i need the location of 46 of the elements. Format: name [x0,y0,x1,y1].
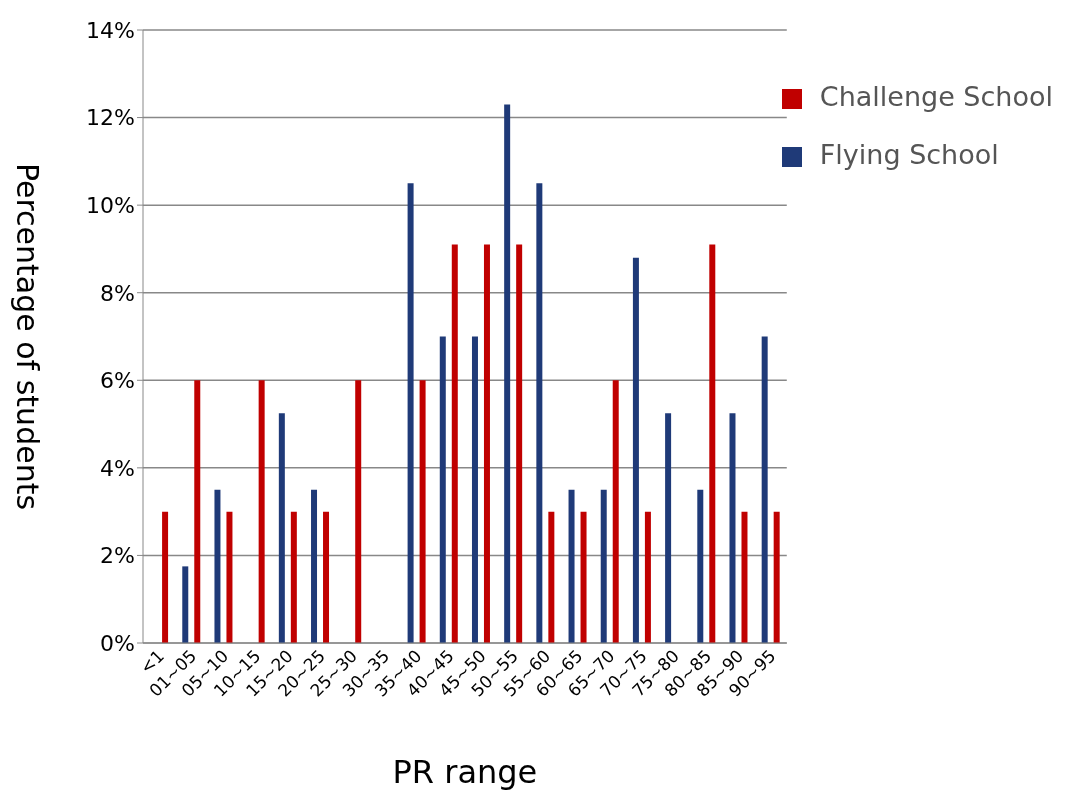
bar [536,183,543,643]
bar [709,244,716,643]
y-tick-label: 12% [86,105,135,131]
bar [632,257,639,643]
bar [729,413,736,643]
bar [451,244,458,643]
bar [600,489,607,643]
bar [568,489,575,643]
bar [773,511,780,643]
bar [741,511,748,643]
bar [644,511,651,643]
bar [471,336,478,643]
y-tick-label: 2% [100,543,135,569]
bar [290,511,297,643]
bar [483,244,490,643]
bar [194,380,201,643]
bar [162,511,169,643]
y-tick-label: 4% [100,455,135,481]
x-axis-title: PR range [392,753,538,791]
bar [214,489,221,643]
y-tick-label: 10% [86,192,135,218]
bar [516,244,523,643]
legend-label: Challenge School [819,81,1053,112]
bar [226,511,233,643]
bar [258,380,265,643]
bar [504,104,511,643]
bar [580,511,587,643]
y-tick-label: 14% [86,17,135,43]
bar [419,380,426,643]
bar [323,511,330,643]
bar [182,566,189,643]
bar [278,413,285,643]
bar [311,489,318,643]
y-tick-label: 6% [100,368,135,394]
bar [761,336,768,643]
bar [407,183,414,643]
bar [355,380,362,643]
bar [612,380,619,643]
y-axis-title: Percentage of students [10,162,46,511]
bar [439,336,446,643]
bar [548,511,555,643]
bar [665,413,672,643]
bar [697,489,704,643]
legend-label: Flying School [819,139,999,170]
y-tick-label: 0% [100,630,135,656]
y-tick-label: 8% [100,280,135,306]
